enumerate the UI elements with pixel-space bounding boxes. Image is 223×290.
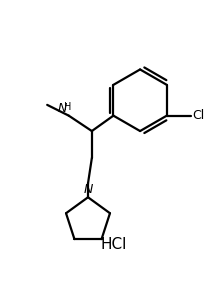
Text: HCl: HCl [101, 237, 127, 252]
Text: Cl: Cl [192, 109, 204, 122]
Text: N: N [83, 183, 93, 196]
Text: N: N [58, 102, 67, 115]
Text: H: H [64, 102, 72, 112]
